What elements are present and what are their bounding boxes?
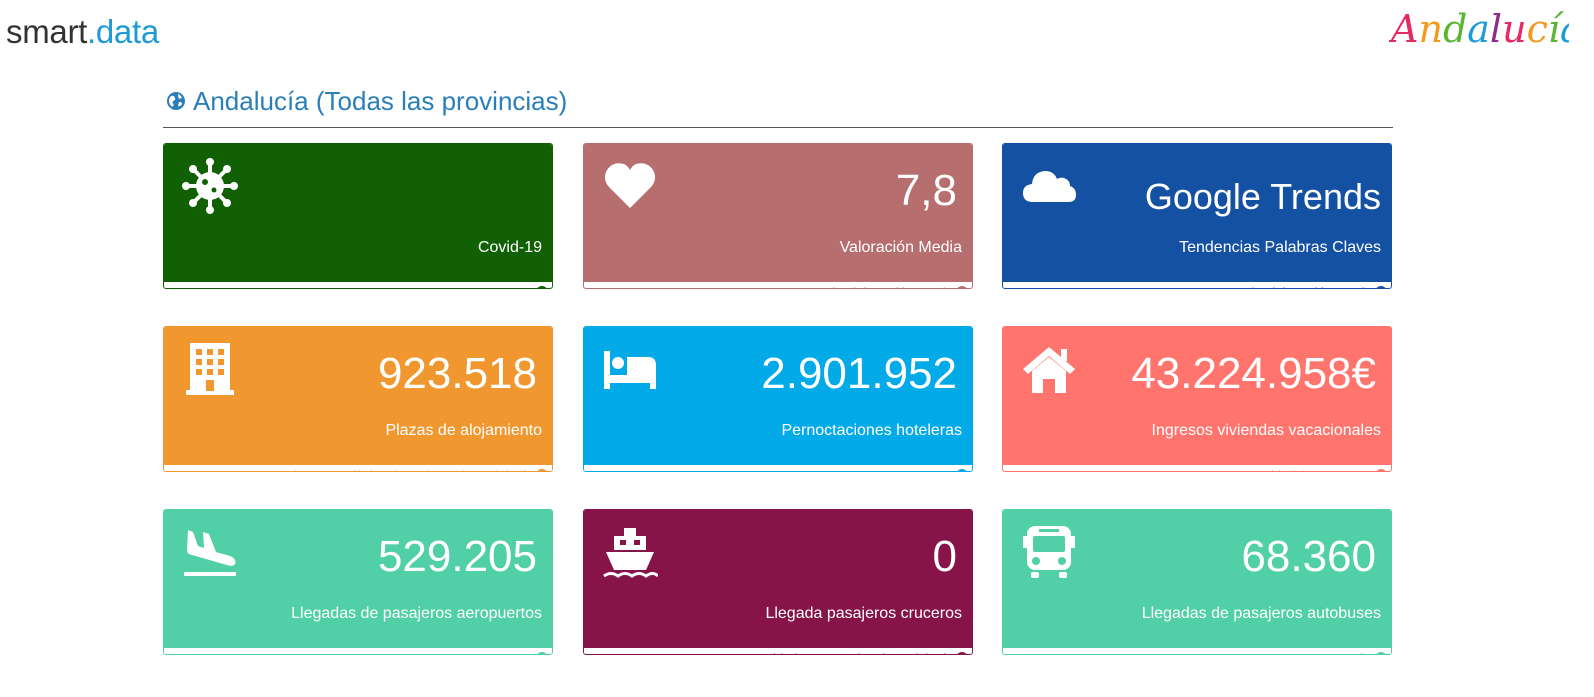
stat-card[interactable]: 923.518 Plazas de alojamiento Registro Est… [163,326,553,472]
stat-source: Movelia [1003,648,1391,655]
andalucia-logo[interactable]: Andalucía [1389,4,1569,52]
source-text: Movelia [1327,651,1372,654]
title-divider [163,127,1393,128]
stat-source: INE-EOH [584,465,972,472]
stat-card-body: 529.205 Llegadas de pasajeros aeropuertos [164,510,552,648]
stat-label: Llegadas de pasajeros autobuses [1141,605,1381,622]
plane-arrival-icon [182,524,238,580]
source-text: Fuente de elaboración propia [784,285,953,288]
cloud-icon [1021,158,1077,214]
section-header: Andalucía (Todas las provincias) [166,85,567,117]
stat-label: Pernoctaciones hoteleras [781,422,962,439]
stat-value: 0 [932,532,957,581]
stat-value: 43.224.958€ [1131,349,1376,398]
bed-icon [602,341,658,397]
globe-icon [167,92,185,110]
stat-card[interactable]: 0 Llegada pasajeros cruceros Autoridades P… [583,509,973,655]
info-icon[interactable] [1375,286,1387,289]
stat-source: Registro Estadístico de Turismo de Andal… [164,465,552,472]
bus-icon [1021,524,1077,580]
heart-icon [602,158,658,214]
stat-card[interactable]: 529.205 Llegadas de pasajeros aeropuertos… [163,509,553,655]
stat-value: 7,8 [895,166,957,215]
info-icon[interactable] [1375,652,1387,655]
stat-card-body: Google Trends Tendencias Palabras Claves [1003,144,1391,282]
stat-value: 2.901.952 [761,349,957,398]
source-text: INE-EOH [899,468,953,471]
source-text: Fuente de elaboración propia [1203,285,1372,288]
info-icon[interactable] [536,469,548,472]
info-icon[interactable] [956,469,968,472]
ship-icon [602,524,658,580]
stat-card[interactable]: 7,8 Valoración Media Fuente de elaboración… [583,143,973,289]
stat-source: AENA [164,648,552,655]
info-icon[interactable] [536,286,548,289]
stat-source: Fuente de elaboración propia [1003,282,1391,289]
stat-value: 923.518 [377,349,537,398]
brand-logo[interactable]: smart.data [6,12,159,52]
stat-card-body: 7,8 Valoración Media [584,144,972,282]
stat-source: Fuente de elaboración propia [584,282,972,289]
source-text: Registro Estadístico de Turismo de Andal… [271,468,533,471]
stat-label: Llegada pasajeros cruceros [765,605,962,622]
stat-value: 529.205 [377,532,537,581]
building-icon [182,341,238,397]
home-icon [1021,341,1077,397]
stat-card-body: 923.518 Plazas de alojamiento [164,327,552,465]
stat-label: Plazas de alojamiento [385,422,542,439]
stat-card[interactable]: 2.901.952 Pernoctaciones hoteleras INE-EOH [583,326,973,472]
stat-card-body: 43.224.958€ Ingresos viviendas vacacional… [1003,327,1391,465]
stat-card-body: 2.901.952 Pernoctaciones hoteleras [584,327,972,465]
stat-card-body: 68.360 Llegadas de pasajeros autobuses [1003,510,1391,648]
stat-source [164,282,552,289]
source-text: Autoridades Portuarias de Andalucía [742,651,953,654]
stat-card[interactable]: Covid-19 [163,143,553,289]
stat-label: Tendencias Palabras Claves [1179,239,1381,256]
virus-icon [182,158,238,214]
info-icon[interactable] [1375,469,1387,472]
stat-label: Covid-19 [477,239,542,256]
stat-value: Google Trends [1144,176,1381,217]
source-text: AENA [498,651,533,654]
source-text: Airbnb/ Homeaway [1262,468,1372,471]
svg-text:Andalucía: Andalucía [1389,7,1569,51]
stat-source: Autoridades Portuarias de Andalucía [584,648,972,655]
stat-source: Airbnb/ Homeaway [1003,465,1391,472]
stat-card-body: 0 Llegada pasajeros cruceros [584,510,972,648]
stat-label: Valoración Media [839,239,962,256]
page-title: Andalucía (Todas las provincias) [193,86,568,116]
stat-value: 68.360 [1241,532,1376,581]
stat-card[interactable]: Google Trends Tendencias Palabras Claves F… [1002,143,1392,289]
stat-label: Llegadas de pasajeros aeropuertos [291,605,542,622]
stat-card[interactable]: 68.360 Llegadas de pasajeros autobuses Mov… [1002,509,1392,655]
info-icon[interactable] [956,652,968,655]
info-icon[interactable] [536,652,548,655]
info-icon[interactable] [956,286,968,289]
stat-card[interactable]: 43.224.958€ Ingresos viviendas vacacional… [1002,326,1392,472]
stat-card-body: Covid-19 [164,144,552,282]
stat-label: Ingresos viviendas vacacionales [1151,422,1381,439]
brand-text-data: .data [87,13,159,50]
brand-text-smart: smart [6,13,88,50]
